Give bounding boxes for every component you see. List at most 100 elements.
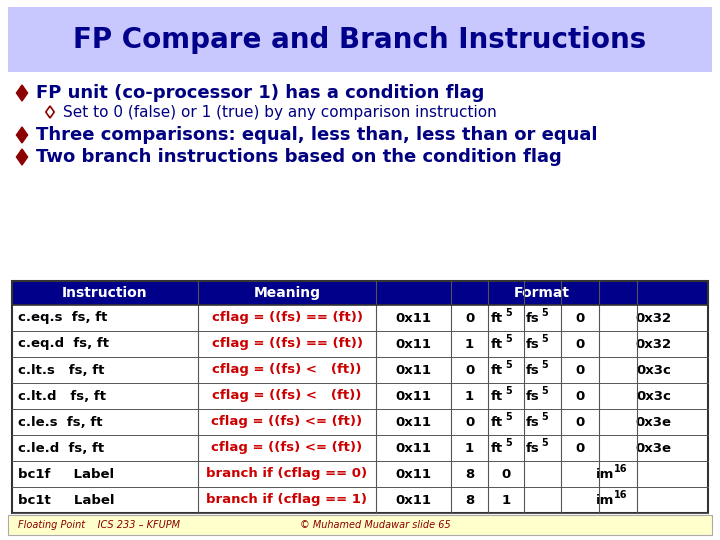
Text: branch if (cflag == 0): branch if (cflag == 0) [207, 468, 368, 481]
Text: c.le.d  fs, ft: c.le.d fs, ft [18, 442, 104, 455]
Text: cflag = ((fs) <   (ft)): cflag = ((fs) < (ft)) [212, 363, 361, 376]
Text: 0x32: 0x32 [636, 338, 672, 350]
Text: 5: 5 [505, 360, 512, 370]
Text: cflag = ((fs) <   (ft)): cflag = ((fs) < (ft)) [212, 389, 361, 402]
Text: 0: 0 [501, 468, 510, 481]
Text: 5: 5 [541, 360, 548, 370]
Text: Instruction: Instruction [62, 286, 148, 300]
Text: c.eq.d  fs, ft: c.eq.d fs, ft [18, 338, 109, 350]
Text: Set to 0 (false) or 1 (true) by any comparison instruction: Set to 0 (false) or 1 (true) by any comp… [63, 105, 497, 119]
Text: 0x11: 0x11 [395, 338, 431, 350]
Text: 16: 16 [614, 490, 628, 500]
Text: 0x11: 0x11 [395, 415, 431, 429]
Text: ft: ft [491, 415, 503, 429]
Text: 1: 1 [465, 389, 474, 402]
Bar [12, 281, 708, 513]
Text: ft: ft [491, 442, 503, 455]
Bar [12, 305, 708, 331]
Text: ft: ft [491, 389, 503, 402]
Text: 5: 5 [541, 386, 548, 396]
Text: fs: fs [526, 312, 539, 325]
Text: 5: 5 [505, 386, 512, 396]
Bar [8, 515, 712, 535]
Text: 0x11: 0x11 [395, 363, 431, 376]
Text: 0: 0 [575, 389, 585, 402]
Text: fs: fs [526, 415, 539, 429]
Bar [12, 281, 708, 305]
Text: Three comparisons: equal, less than, less than or equal: Three comparisons: equal, less than, les… [36, 126, 598, 144]
Text: 0x11: 0x11 [395, 389, 431, 402]
Text: 5: 5 [505, 412, 512, 422]
Text: 5: 5 [541, 412, 548, 422]
Text: c.lt.s   fs, ft: c.lt.s fs, ft [18, 363, 104, 376]
Text: Floating Point    ICS 233 – KFUPM: Floating Point ICS 233 – KFUPM [18, 520, 180, 530]
Text: 0: 0 [465, 363, 474, 376]
Text: 5: 5 [541, 334, 548, 344]
Text: Format: Format [514, 286, 570, 300]
Bar [12, 435, 708, 461]
Text: 1: 1 [465, 442, 474, 455]
Text: 0: 0 [575, 312, 585, 325]
Text: FP unit (co-processor 1) has a condition flag: FP unit (co-processor 1) has a condition… [36, 84, 485, 102]
Text: 5: 5 [541, 438, 548, 448]
Text: 16: 16 [614, 464, 628, 474]
Text: Two branch instructions based on the condition flag: Two branch instructions based on the con… [36, 148, 562, 166]
Text: 0: 0 [575, 415, 585, 429]
Text: 0: 0 [465, 312, 474, 325]
Text: 0x3e: 0x3e [636, 442, 672, 455]
Text: 0: 0 [465, 415, 474, 429]
Text: cflag = ((fs) <= (ft)): cflag = ((fs) <= (ft)) [212, 415, 363, 429]
Text: 5: 5 [505, 308, 512, 318]
Text: c.le.s  fs, ft: c.le.s fs, ft [18, 415, 102, 429]
Bar [12, 409, 708, 435]
Bar [12, 331, 708, 357]
Text: 0x3e: 0x3e [636, 415, 672, 429]
Text: © Muhamed Mudawar slide 65: © Muhamed Mudawar slide 65 [300, 520, 451, 530]
Text: c.eq.s  fs, ft: c.eq.s fs, ft [18, 312, 107, 325]
Text: 0x3c: 0x3c [636, 363, 671, 376]
Text: 5: 5 [541, 308, 548, 318]
Text: ft: ft [491, 312, 503, 325]
Text: FP Compare and Branch Instructions: FP Compare and Branch Instructions [73, 26, 647, 54]
Text: branch if (cflag == 1): branch if (cflag == 1) [207, 494, 367, 507]
Text: fs: fs [526, 338, 539, 350]
Bar [12, 461, 708, 487]
Text: 0x32: 0x32 [636, 312, 672, 325]
Text: 8: 8 [465, 494, 474, 507]
Text: 0x11: 0x11 [395, 312, 431, 325]
Text: 0x11: 0x11 [395, 442, 431, 455]
Text: cflag = ((fs) == (ft)): cflag = ((fs) == (ft)) [212, 312, 362, 325]
Text: 0: 0 [575, 363, 585, 376]
Text: 8: 8 [465, 468, 474, 481]
Text: 5: 5 [505, 438, 512, 448]
Text: 0: 0 [575, 442, 585, 455]
Text: c.lt.d   fs, ft: c.lt.d fs, ft [18, 389, 106, 402]
Text: im: im [595, 468, 614, 481]
Text: 0x3c: 0x3c [636, 389, 671, 402]
Polygon shape [17, 127, 27, 143]
Text: ft: ft [491, 363, 503, 376]
Text: Meaning: Meaning [253, 286, 320, 300]
Bar [12, 357, 708, 383]
Polygon shape [46, 106, 54, 118]
Text: bc1t     Label: bc1t Label [18, 494, 114, 507]
Polygon shape [17, 149, 27, 165]
Text: fs: fs [526, 389, 539, 402]
Text: 0: 0 [575, 338, 585, 350]
Text: im: im [595, 494, 614, 507]
Bar [12, 487, 708, 513]
Text: ft: ft [491, 338, 503, 350]
Text: bc1f     Label: bc1f Label [18, 468, 114, 481]
Text: fs: fs [526, 442, 539, 455]
Text: 1: 1 [501, 494, 510, 507]
Bar [12, 383, 708, 409]
Text: 5: 5 [505, 334, 512, 344]
Polygon shape [17, 85, 27, 101]
Text: cflag = ((fs) <= (ft)): cflag = ((fs) <= (ft)) [212, 442, 363, 455]
Text: fs: fs [526, 363, 539, 376]
Bar [8, 7, 712, 72]
Text: cflag = ((fs) == (ft)): cflag = ((fs) == (ft)) [212, 338, 362, 350]
Text: 1: 1 [465, 338, 474, 350]
Text: 0x11: 0x11 [395, 494, 431, 507]
Text: 0x11: 0x11 [395, 468, 431, 481]
